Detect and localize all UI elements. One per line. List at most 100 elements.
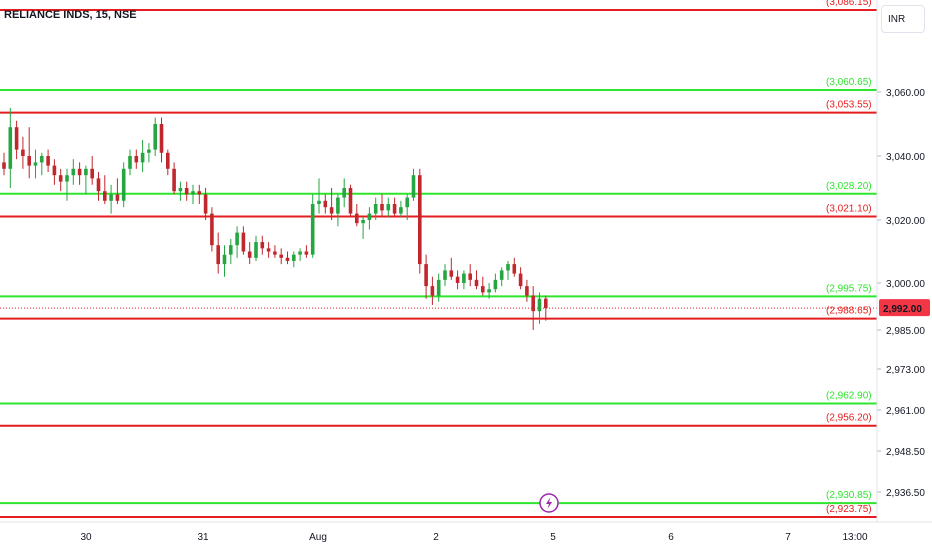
candle <box>222 245 227 277</box>
candle-body <box>77 168 82 176</box>
currency-button[interactable]: INR <box>881 5 925 33</box>
candle-body <box>386 204 391 211</box>
candle <box>392 197 397 217</box>
candle <box>90 156 94 185</box>
candle <box>40 152 44 176</box>
candle-body <box>191 191 195 195</box>
candle-body <box>134 156 139 163</box>
candle-body <box>525 286 529 296</box>
candle-body <box>166 152 170 169</box>
candle <box>411 168 416 201</box>
candle <box>14 120 19 160</box>
candle-body <box>266 248 271 252</box>
y-axis: 3,060.00 3,040.00 3,020.00 3,000.00 2,985.00… <box>877 0 932 522</box>
candle <box>531 286 535 330</box>
y-tick-label: 2,985.00 <box>886 326 925 337</box>
candle <box>418 168 422 274</box>
candle <box>260 235 265 255</box>
candle-body <box>481 286 485 293</box>
y-axis-background <box>877 0 932 522</box>
candle-body <box>84 168 88 176</box>
candle <box>310 194 315 258</box>
candle-body <box>323 200 328 208</box>
candle-body <box>493 279 498 290</box>
candle-body <box>128 156 132 169</box>
candle <box>298 248 302 261</box>
candle <box>159 117 164 163</box>
candle <box>285 251 290 265</box>
candle-body <box>52 165 57 176</box>
candle <box>247 242 252 265</box>
candle-body <box>229 245 233 255</box>
candle-body <box>436 279 441 296</box>
x-tick-label: 6 <box>668 532 674 543</box>
candle <box>506 260 510 280</box>
candle <box>336 194 340 227</box>
candle-body <box>499 270 504 280</box>
x-tick-label: 31 <box>197 532 209 543</box>
candle <box>304 245 309 258</box>
candle-body <box>518 273 523 287</box>
candle <box>172 162 176 195</box>
candle-body <box>424 264 428 287</box>
candle <box>544 295 548 321</box>
resistance-level-label: (3,021.10) <box>826 203 872 214</box>
candle-body <box>506 264 510 271</box>
candle <box>65 168 69 201</box>
candle <box>71 159 76 185</box>
y-tick-label: 2,936.50 <box>886 488 925 499</box>
candle <box>96 172 101 201</box>
candle-body <box>279 254 283 258</box>
candle-body <box>392 204 397 214</box>
candle <box>537 292 542 324</box>
candle <box>134 149 139 169</box>
candle <box>342 178 346 208</box>
candle <box>525 279 529 302</box>
candle <box>203 188 208 220</box>
candle-body <box>273 251 277 255</box>
lightning-bolt-icon[interactable] <box>539 493 559 513</box>
candle <box>103 175 107 204</box>
candle-body <box>40 156 44 163</box>
candle <box>380 194 384 217</box>
candle-body <box>58 175 63 182</box>
support-level-label: (3,028.20) <box>826 181 872 192</box>
support-level-label: (2,995.75) <box>826 283 872 294</box>
candle-body <box>304 251 309 255</box>
candle-body <box>512 264 517 274</box>
candle-body <box>184 188 189 195</box>
last-price-value: 2,992.00 <box>883 304 922 315</box>
candle <box>77 162 82 185</box>
candle-body <box>336 197 340 214</box>
x-tick-label: Aug <box>309 532 327 543</box>
candle-body <box>443 270 447 280</box>
support-level-label: (3,060.65) <box>826 77 872 88</box>
candle-body <box>367 213 372 220</box>
candle <box>52 159 57 185</box>
candle <box>373 197 378 220</box>
candle <box>166 149 170 176</box>
candle-body <box>235 232 239 246</box>
candles-layer <box>2 108 548 330</box>
candle-body <box>115 194 120 201</box>
candle <box>241 226 246 255</box>
candle <box>317 178 321 214</box>
candle-body <box>178 188 183 192</box>
candle <box>84 165 88 195</box>
y-tick-label: 3,060.00 <box>886 88 925 99</box>
candle-body <box>310 204 315 255</box>
candle-body <box>140 152 145 163</box>
candle-body <box>33 162 38 166</box>
x-tick-label: 13:00 <box>842 532 867 543</box>
candle-body <box>147 149 151 153</box>
candle-body <box>260 242 265 249</box>
candle-body <box>121 168 126 201</box>
candle <box>216 232 220 274</box>
candle <box>210 207 214 252</box>
candle-body <box>241 232 246 252</box>
candle-body <box>531 295 535 312</box>
levels-layer <box>0 9 877 518</box>
candle-body <box>8 127 13 169</box>
candle <box>153 117 157 156</box>
